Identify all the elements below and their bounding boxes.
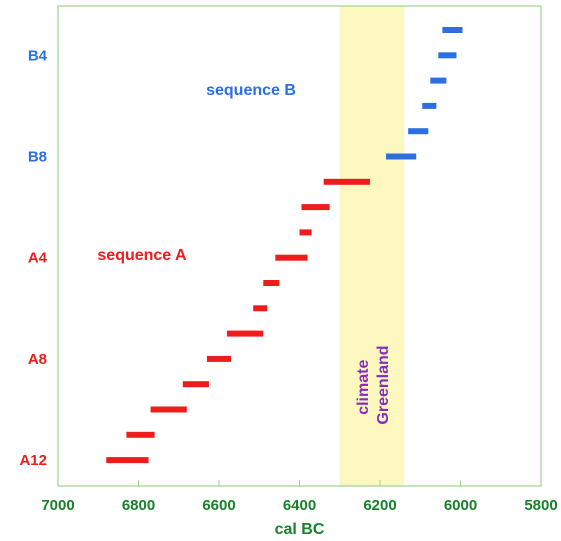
interval-bar-series-b (430, 77, 447, 84)
band-label-line-1: climate (355, 360, 372, 415)
band-label-line-2: Greenland (375, 345, 392, 424)
x-tick-label: 5800 (524, 497, 557, 514)
y-category-label: B8 (28, 149, 47, 166)
interval-bar-series-a (299, 229, 312, 236)
interval-bar-series-a (182, 381, 209, 388)
series-label-sequence-b: sequence B (206, 82, 296, 99)
x-tick-label: 6600 (202, 497, 235, 514)
interval-bar-series-b (422, 102, 437, 109)
interval-bar-series-a (227, 330, 264, 337)
interval-bar-series-b (408, 128, 429, 135)
plot-frame (57, 5, 542, 487)
climate-band (339, 6, 405, 486)
x-axis-title: cal BC (275, 521, 325, 538)
y-category-label: A4 (28, 250, 48, 267)
band-label: climate Greenland (355, 345, 392, 424)
x-axis-ticks: 7000 6800 6600 6400 6200 6000 5800 (41, 480, 558, 514)
y-category-label: A8 (28, 351, 47, 368)
interval-bar-series-a (263, 280, 280, 286)
y-category-label: A12 (19, 452, 47, 469)
interval-bar-series-a (106, 457, 149, 464)
interval-bar-series-a (301, 204, 330, 211)
interval-bar-series-a (323, 178, 370, 185)
x-tick-label: 6000 (444, 497, 477, 514)
interval-bar-series-a (126, 431, 155, 438)
y-category-label: B4 (28, 47, 48, 64)
series-label-sequence-a: sequence A (97, 247, 187, 264)
x-tick-label: 6800 (122, 497, 155, 514)
interval-bar-series-a (275, 254, 308, 261)
interval-bar-series-b (438, 52, 457, 59)
interval-bar-series-a (150, 406, 187, 413)
interval-bar-series-a (253, 305, 268, 312)
y-category-labels: B4 B8 A4 A8 A12 (19, 47, 47, 469)
interval-bar-series-b (386, 153, 417, 160)
x-tick-label: 6400 (283, 497, 316, 514)
interval-bars (106, 27, 463, 464)
x-tick-label: 7000 (41, 497, 74, 514)
interval-bar-series-a (206, 355, 232, 362)
x-tick-label: 6200 (363, 497, 396, 514)
interval-bar-series-b (442, 27, 463, 33)
